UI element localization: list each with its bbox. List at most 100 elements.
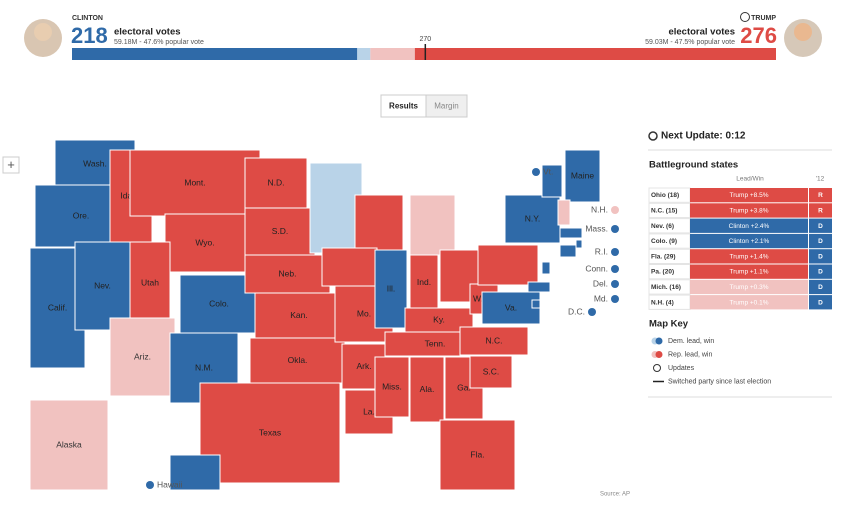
vote-bar-segment bbox=[370, 48, 415, 60]
lead-value: Clinton +2.1% bbox=[729, 238, 770, 245]
prev-party: D bbox=[818, 284, 823, 291]
state[interactable] bbox=[409, 356, 445, 423]
state-label: Nev. bbox=[94, 280, 111, 290]
state-label: S.D. bbox=[272, 226, 289, 236]
prev-cell bbox=[809, 233, 832, 249]
state-dot bbox=[611, 280, 619, 288]
state-label: R.I. bbox=[595, 246, 608, 256]
state[interactable] bbox=[74, 241, 131, 331]
state-label: Calif. bbox=[48, 302, 67, 312]
state[interactable] bbox=[527, 281, 551, 293]
state-label: Okla. bbox=[288, 355, 308, 365]
state[interactable] bbox=[459, 326, 529, 356]
state-label: N.M. bbox=[195, 362, 213, 372]
prev-party: D bbox=[818, 269, 823, 276]
electoral-votes: 218 bbox=[71, 23, 108, 48]
state[interactable] bbox=[321, 247, 378, 287]
state-label: Ga. bbox=[457, 382, 471, 392]
state-label: Colo. bbox=[209, 298, 229, 308]
toggle-button[interactable] bbox=[425, 94, 468, 118]
prev-party: D bbox=[818, 238, 823, 245]
threshold-label: 270 bbox=[419, 36, 431, 43]
votes-label: electoral votes bbox=[114, 27, 181, 38]
state[interactable] bbox=[541, 261, 551, 275]
column-header: Lead/Win bbox=[736, 176, 764, 183]
lead-value: Clinton +2.4% bbox=[729, 223, 770, 230]
toggle-label[interactable]: Results bbox=[389, 102, 418, 111]
state-dot bbox=[532, 168, 540, 176]
winner-check bbox=[740, 12, 750, 22]
state-name: Colo. (9) bbox=[651, 238, 677, 245]
state-dot bbox=[588, 308, 596, 316]
table-title: Battleground states bbox=[649, 160, 738, 171]
state-label: Mont. bbox=[184, 177, 205, 187]
state[interactable] bbox=[504, 194, 561, 244]
state[interactable] bbox=[374, 356, 410, 418]
state[interactable] bbox=[109, 317, 176, 397]
state-name: Pa. (20) bbox=[651, 269, 674, 276]
state[interactable] bbox=[244, 157, 308, 209]
state-name: N.H. (4) bbox=[651, 299, 674, 306]
state-dot bbox=[146, 481, 154, 489]
key-label: Dem. lead, win bbox=[668, 338, 714, 345]
state-label: Hawaii bbox=[157, 479, 183, 489]
state[interactable] bbox=[409, 254, 439, 311]
prev-party: D bbox=[818, 253, 823, 260]
state-label: Kan. bbox=[290, 310, 308, 320]
state[interactable] bbox=[531, 299, 541, 309]
state[interactable] bbox=[249, 337, 346, 384]
state-label: Ky. bbox=[433, 314, 445, 324]
state-label: Ark. bbox=[356, 361, 371, 371]
state[interactable] bbox=[169, 454, 221, 491]
candidate-name: TRUMP bbox=[751, 15, 776, 22]
state-label: N.C. bbox=[486, 335, 503, 345]
state[interactable] bbox=[575, 239, 583, 249]
vote-bar-segment bbox=[414, 48, 776, 60]
clinton-face bbox=[34, 23, 52, 41]
prev-cell bbox=[809, 203, 832, 218]
state-label: N.H. bbox=[591, 204, 608, 214]
state[interactable] bbox=[309, 162, 363, 254]
zoom-button[interactable] bbox=[2, 156, 20, 174]
state-label: Ill. bbox=[387, 283, 396, 293]
prev-party: R bbox=[818, 208, 823, 215]
state[interactable] bbox=[29, 399, 109, 491]
state-name: Ohio (18) bbox=[651, 192, 679, 199]
state[interactable] bbox=[244, 207, 316, 256]
key-label: Rep. lead, win bbox=[668, 351, 712, 358]
state[interactable] bbox=[564, 149, 601, 203]
state[interactable] bbox=[409, 194, 456, 256]
zoom-icon[interactable]: + bbox=[7, 157, 15, 172]
state-dot bbox=[611, 265, 619, 273]
state[interactable] bbox=[541, 164, 563, 198]
lead-cell bbox=[690, 249, 808, 264]
state[interactable] bbox=[469, 355, 513, 389]
key-label: Switched party since last election bbox=[668, 378, 771, 385]
state-label: Md. bbox=[594, 293, 608, 303]
state-label: Ore. bbox=[73, 210, 90, 220]
votes-label: electoral votes bbox=[668, 27, 735, 38]
toggle-label[interactable]: Margin bbox=[434, 102, 458, 111]
state[interactable] bbox=[129, 149, 261, 217]
state-label: D.C. bbox=[568, 306, 585, 316]
state[interactable] bbox=[439, 419, 516, 491]
state[interactable] bbox=[244, 254, 331, 294]
state[interactable] bbox=[254, 292, 344, 339]
lead-value: Trump +8.5% bbox=[730, 192, 769, 199]
state-label: Va. bbox=[505, 302, 517, 312]
state-label: Wyo. bbox=[195, 237, 214, 247]
state[interactable] bbox=[481, 291, 541, 325]
state[interactable] bbox=[374, 249, 408, 329]
state[interactable] bbox=[129, 241, 171, 325]
state[interactable] bbox=[559, 244, 577, 258]
state[interactable] bbox=[559, 227, 583, 239]
state[interactable] bbox=[557, 199, 571, 226]
state[interactable] bbox=[199, 382, 341, 484]
lead-cell bbox=[690, 203, 808, 218]
lead-value: Trump +1.4% bbox=[730, 253, 769, 260]
state[interactable] bbox=[477, 244, 539, 286]
lead-cell bbox=[690, 218, 808, 233]
state[interactable] bbox=[354, 194, 404, 254]
state-label: Maine bbox=[571, 170, 594, 180]
